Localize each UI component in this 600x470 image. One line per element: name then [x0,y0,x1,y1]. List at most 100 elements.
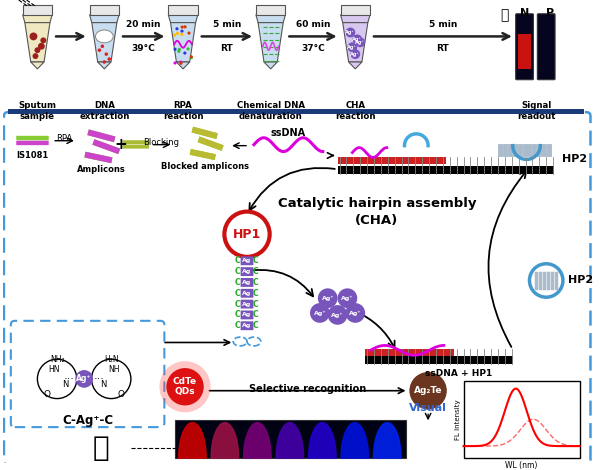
Text: C: C [253,321,259,330]
Text: Selective recognition: Selective recognition [250,384,367,394]
Circle shape [177,50,181,53]
Circle shape [328,305,347,325]
Text: Chemical DNA
denaturation: Chemical DNA denaturation [236,102,305,121]
Text: RPA
reaction: RPA reaction [163,102,203,121]
Circle shape [318,289,338,308]
Circle shape [181,30,184,33]
FancyBboxPatch shape [241,267,253,276]
Text: O: O [118,390,125,399]
FancyBboxPatch shape [16,141,49,145]
Text: N: N [100,380,107,389]
Text: DNA
extraction: DNA extraction [79,102,130,121]
Polygon shape [191,127,218,139]
FancyBboxPatch shape [122,140,149,144]
Polygon shape [256,15,286,23]
Text: Signal
readout: Signal readout [517,102,556,121]
Circle shape [175,27,179,31]
FancyBboxPatch shape [11,321,164,427]
Polygon shape [176,62,190,69]
Polygon shape [256,5,286,15]
Text: C: C [235,256,240,265]
Polygon shape [23,5,52,15]
Text: ···: ··· [94,374,105,384]
Text: Ag⁺: Ag⁺ [346,30,355,35]
Text: NH: NH [109,365,120,374]
Text: Ag: Ag [242,313,251,317]
Polygon shape [31,62,44,69]
Text: IS1081: IS1081 [16,150,49,160]
FancyBboxPatch shape [538,14,555,80]
Text: Ag⁺: Ag⁺ [314,310,326,315]
Text: Blocking: Blocking [143,138,179,147]
Text: 20 min: 20 min [127,20,161,29]
Circle shape [310,303,329,323]
Text: Ag⁺: Ag⁺ [76,375,92,384]
Polygon shape [190,149,216,160]
Bar [338,157,446,164]
Text: C: C [235,278,240,287]
Circle shape [107,57,111,61]
FancyBboxPatch shape [16,136,49,140]
Circle shape [190,56,193,59]
Text: HP2: HP2 [562,155,587,164]
Polygon shape [264,62,277,69]
Text: Ag: Ag [242,269,251,274]
Circle shape [338,289,357,308]
Circle shape [34,47,40,53]
Text: RT: RT [220,44,233,53]
Text: Ag⁺: Ag⁺ [341,296,353,301]
FancyBboxPatch shape [241,321,253,330]
Polygon shape [191,127,218,139]
Polygon shape [349,62,362,69]
Polygon shape [92,139,120,154]
Text: 👁: 👁 [93,434,110,462]
Bar [365,349,454,356]
Polygon shape [87,129,115,142]
Circle shape [103,60,106,64]
Circle shape [184,25,187,28]
Circle shape [347,42,357,52]
Text: C: C [253,289,259,298]
FancyBboxPatch shape [241,311,253,319]
Text: C: C [253,310,259,320]
Circle shape [180,33,184,36]
Polygon shape [197,136,224,151]
Circle shape [173,48,176,51]
Polygon shape [23,15,52,23]
Circle shape [190,55,193,58]
Text: H₂N: H₂N [104,355,119,364]
Circle shape [187,31,191,35]
Text: Ag⁺: Ag⁺ [352,37,362,42]
Polygon shape [25,23,50,62]
Text: FL Intensity: FL Intensity [455,399,461,439]
Text: Amplicons: Amplicons [77,165,126,174]
Polygon shape [92,139,120,154]
Text: Ag⁺: Ag⁺ [350,52,360,56]
Text: 39°C: 39°C [132,44,155,53]
Circle shape [181,25,184,29]
Circle shape [179,61,182,64]
Text: C: C [253,267,259,276]
Polygon shape [190,149,216,160]
Circle shape [346,28,355,38]
Text: Sputum
sample: Sputum sample [19,102,56,121]
Polygon shape [341,15,370,23]
Text: Ag: Ag [242,258,251,263]
Circle shape [529,264,563,297]
Circle shape [187,47,190,50]
Circle shape [183,52,187,55]
Text: Blocked amplicons: Blocked amplicons [161,162,249,172]
Circle shape [355,38,365,47]
Polygon shape [343,23,368,62]
FancyBboxPatch shape [464,381,580,458]
Text: Ag: Ag [242,302,251,306]
Polygon shape [85,152,113,163]
Polygon shape [89,15,119,23]
Text: Ag: Ag [242,280,251,285]
Text: Ag⁺: Ag⁺ [331,313,344,318]
FancyBboxPatch shape [241,256,253,265]
Circle shape [224,212,269,257]
FancyBboxPatch shape [241,300,253,308]
Text: N: N [62,380,68,389]
Text: NH₂: NH₂ [50,355,64,364]
